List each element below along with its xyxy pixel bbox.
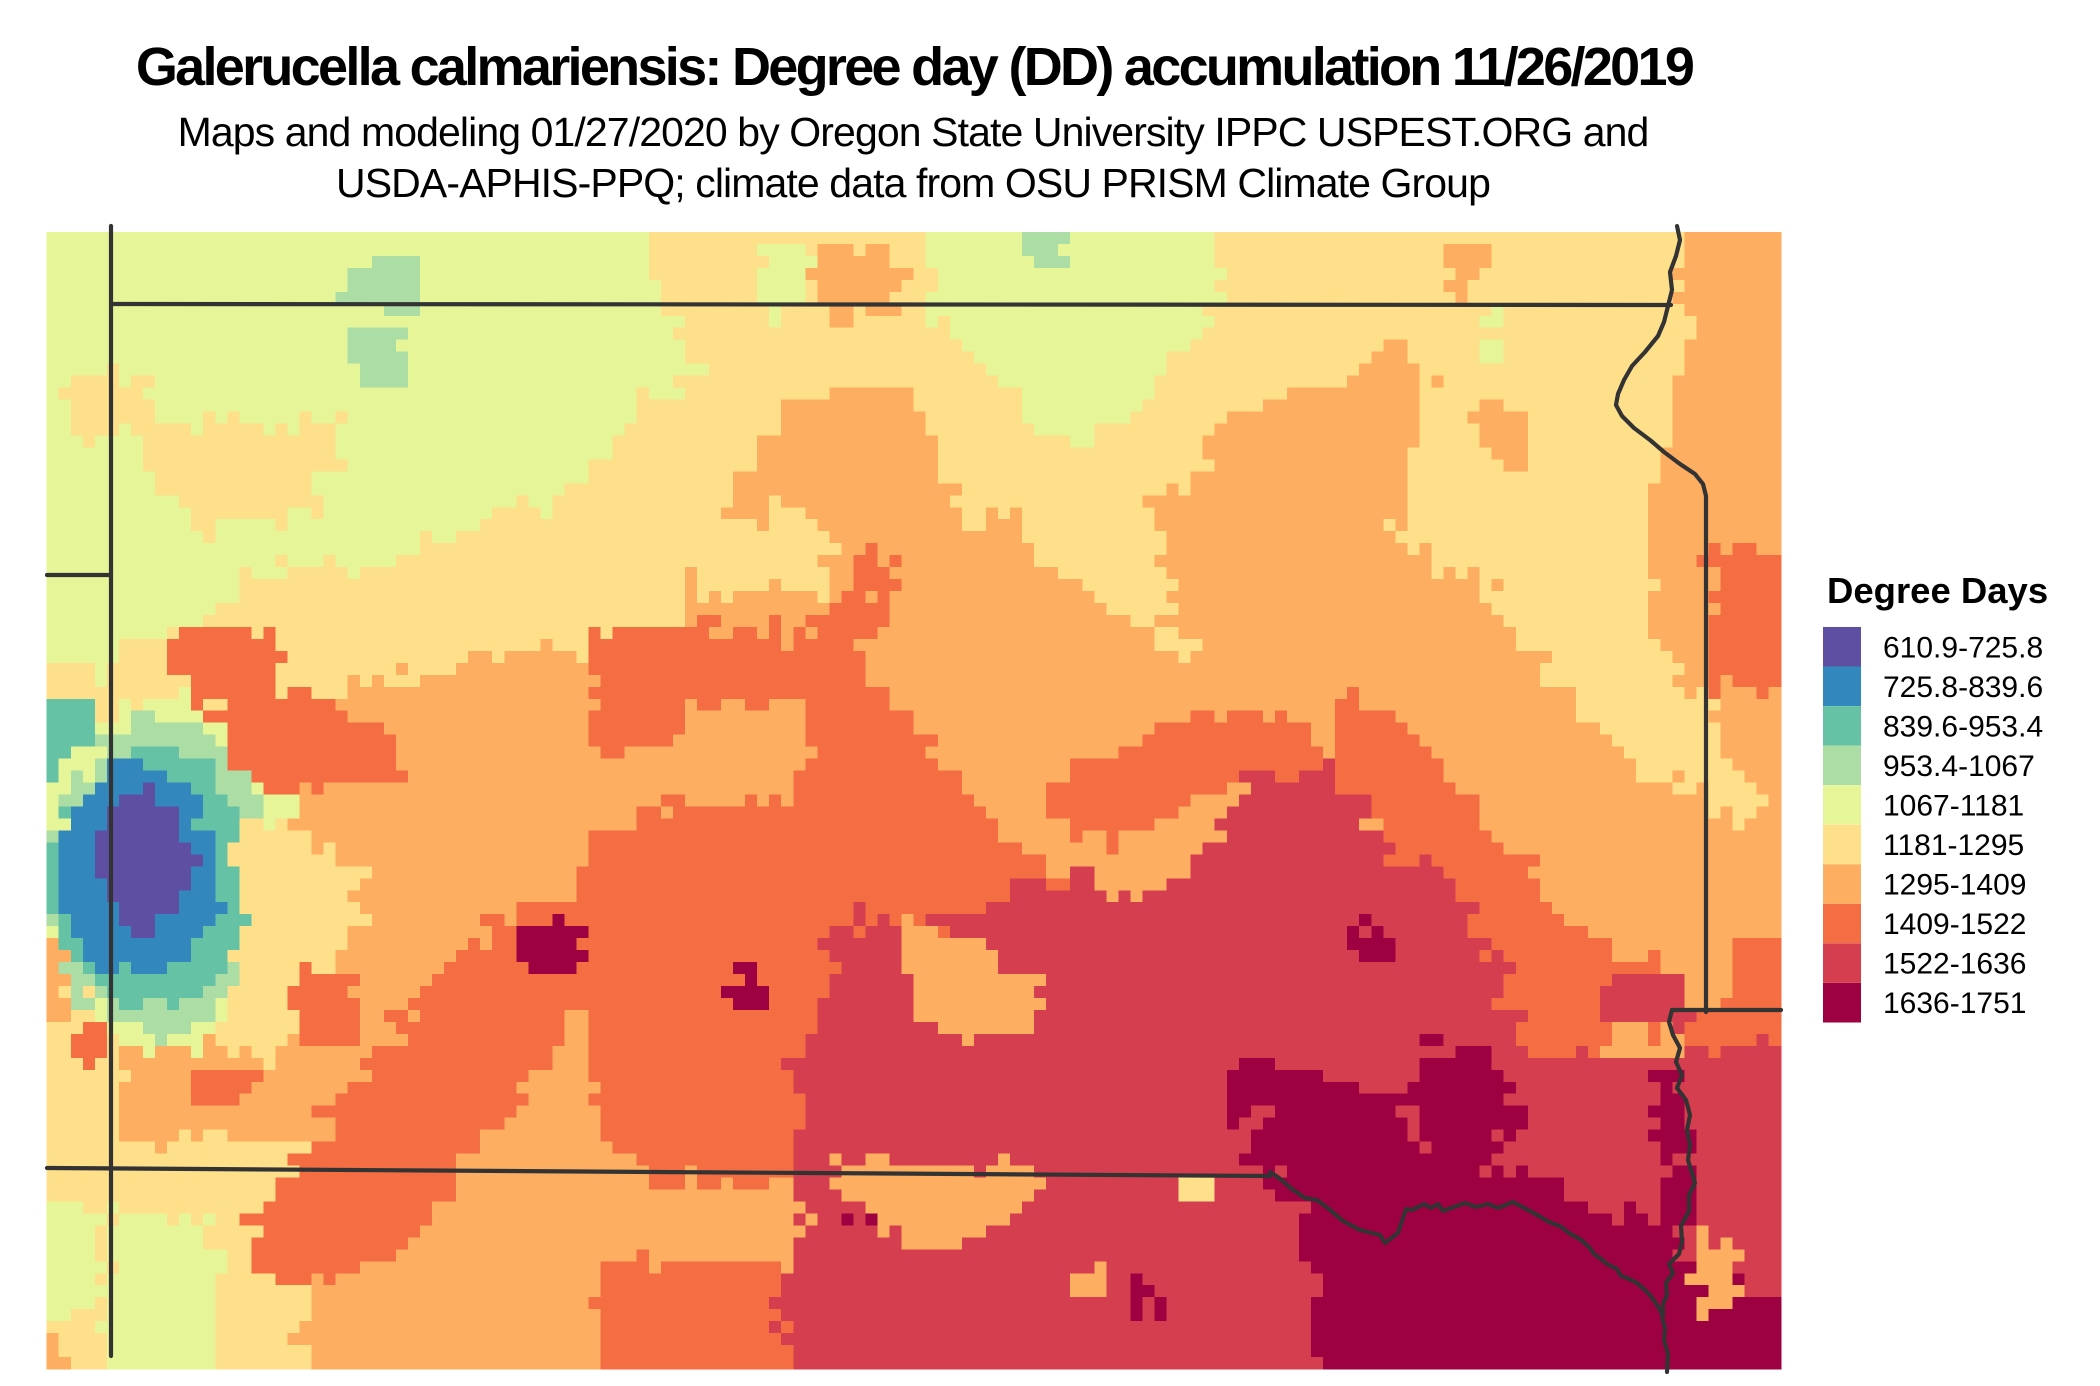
svg-text:1295-1409: 1295-1409 bbox=[1883, 869, 2026, 902]
svg-text:Degree Days: Degree Days bbox=[1827, 570, 2048, 611]
svg-text:USDA-APHIS-PPQ; climate data f: USDA-APHIS-PPQ; climate data from OSU PR… bbox=[336, 160, 1490, 206]
svg-text:1067-1181: 1067-1181 bbox=[1883, 790, 2024, 823]
svg-text:725.8-839.6: 725.8-839.6 bbox=[1883, 671, 2043, 704]
svg-text:1636-1751: 1636-1751 bbox=[1883, 987, 2026, 1020]
svg-text:953.4-1067: 953.4-1067 bbox=[1883, 750, 2035, 783]
svg-text:Maps and modeling 01/27/2020 b: Maps and modeling 01/27/2020 by Oregon S… bbox=[178, 109, 1649, 155]
svg-text:Galerucella calmariensis: Degr: Galerucella calmariensis: Degree day (DD… bbox=[136, 37, 1694, 97]
svg-text:610.9-725.8: 610.9-725.8 bbox=[1883, 631, 2043, 664]
svg-text:839.6-953.4: 839.6-953.4 bbox=[1883, 710, 2043, 743]
svg-text:1181-1295: 1181-1295 bbox=[1883, 829, 2024, 862]
svg-text:1522-1636: 1522-1636 bbox=[1883, 948, 2026, 981]
svg-text:1409-1522: 1409-1522 bbox=[1883, 908, 2026, 941]
